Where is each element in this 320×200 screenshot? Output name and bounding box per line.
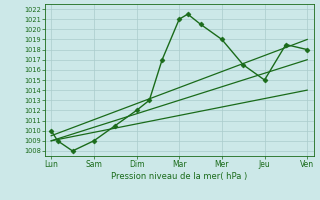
X-axis label: Pression niveau de la mer( hPa ): Pression niveau de la mer( hPa ) — [111, 172, 247, 181]
